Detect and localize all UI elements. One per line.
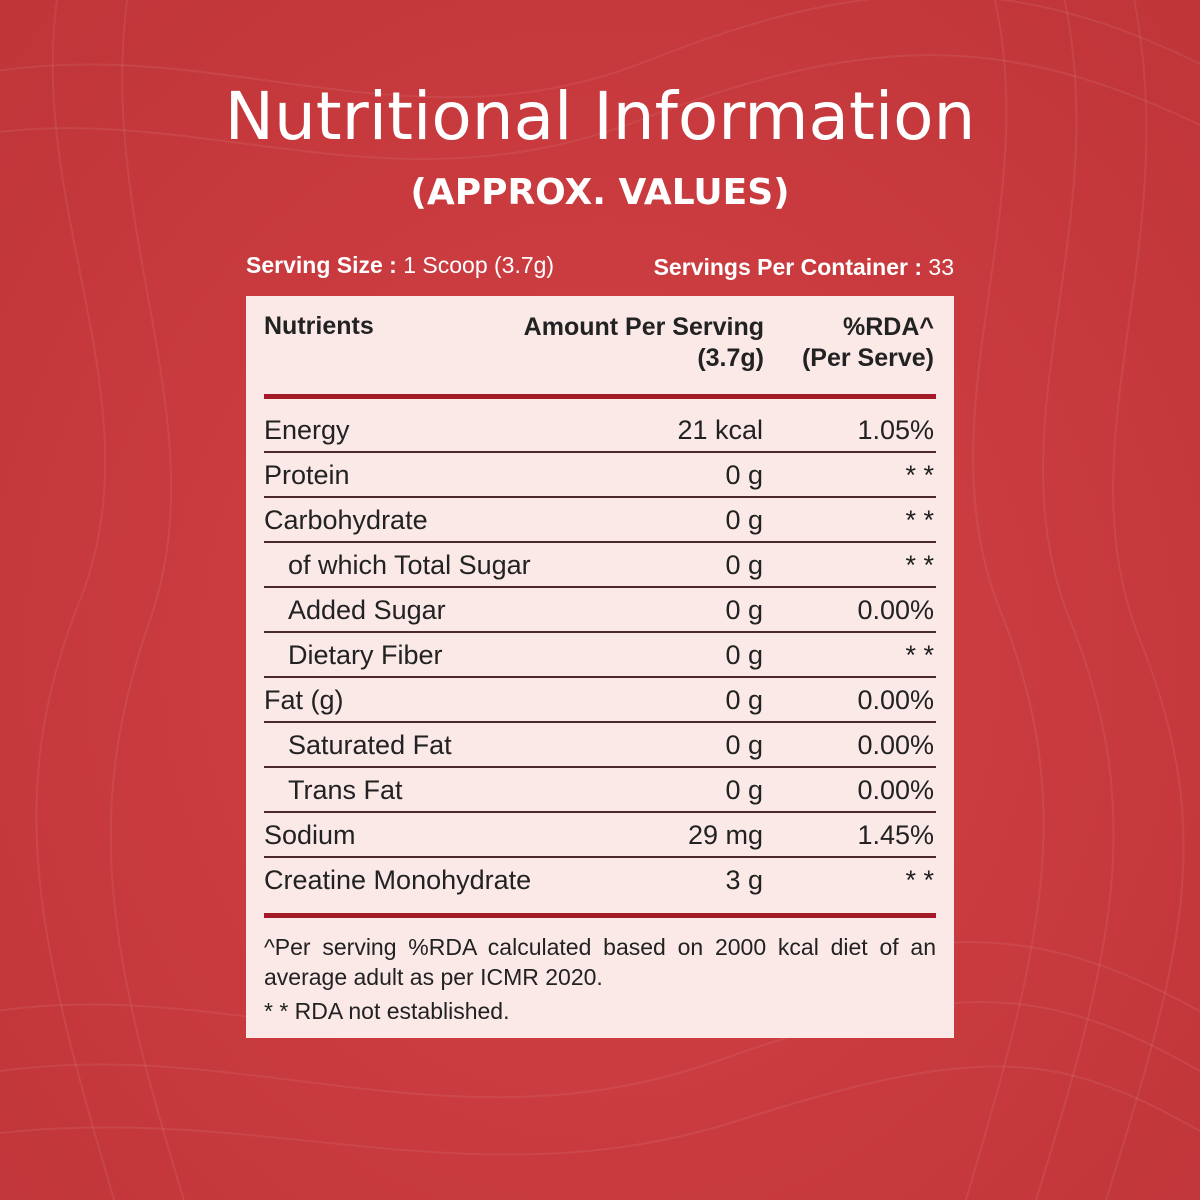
nutrient-rda: * * xyxy=(905,505,934,535)
table-row: Dietary Fiber 0 g * * xyxy=(264,633,936,678)
table-row: Energy 21 kcal 1.05% xyxy=(264,408,936,453)
nutrient-rda: 0.00% xyxy=(857,730,934,760)
nutrient-name: of which Total Sugar xyxy=(288,550,531,580)
nutrition-panel: Nutrients Amount Per Serving (3.7g) %RDA… xyxy=(246,296,954,1038)
nutrient-rda: 0.00% xyxy=(857,775,934,805)
table-row: Protein 0 g * * xyxy=(264,453,936,498)
nutrient-name: Carbohydrate xyxy=(264,505,428,535)
servings-per-container-value: 33 xyxy=(928,254,954,280)
page-subtitle: (APPROX. VALUES) xyxy=(410,172,790,213)
table-row: Sodium 29 mg 1.45% xyxy=(264,813,936,858)
nutrient-amount: 0 g xyxy=(725,730,763,760)
nutrient-name: Added Sugar xyxy=(288,595,446,625)
nutrient-rda: * * xyxy=(905,550,934,580)
nutrient-amount: 3 g xyxy=(725,865,763,895)
nutrient-rda: 1.05% xyxy=(857,415,934,445)
table-row: Creatine Monohydrate 3 g * * xyxy=(264,858,936,901)
nutrient-name: Dietary Fiber xyxy=(288,640,443,670)
table-header: Nutrients Amount Per Serving (3.7g) %RDA… xyxy=(264,312,936,386)
nutrient-rda: * * xyxy=(905,865,934,895)
servings-per-container-label: Servings Per Container : xyxy=(653,254,923,280)
nutrient-rda: * * xyxy=(905,460,934,490)
nutrient-name: Energy xyxy=(264,415,350,445)
nutrient-name: Fat (g) xyxy=(264,685,344,715)
serving-size-label: Serving Size : xyxy=(246,252,397,278)
serving-info: Serving Size : 1 Scoop (3.7g) Servings P… xyxy=(246,250,954,282)
nutrient-rows: Energy 21 kcal 1.05% Protein 0 g * * Carbohydr… xyxy=(264,408,936,901)
nutrient-amount: 21 kcal xyxy=(677,415,763,445)
header-amount-line2: (3.7g) xyxy=(697,344,764,372)
table-row: Carbohydrate 0 g * * xyxy=(264,498,936,543)
nutrient-name: Sodium xyxy=(264,820,356,850)
table-row: Trans Fat 0 g 0.00% xyxy=(264,768,936,813)
header-amount: Amount Per Serving (3.7g) xyxy=(524,312,764,374)
nutrient-amount: 0 g xyxy=(725,595,763,625)
rda-footnote: ^Per serving %RDA calculated based on 20… xyxy=(264,934,936,990)
nutrient-rda: 1.45% xyxy=(857,820,934,850)
nutrient-name: Trans Fat xyxy=(288,775,403,805)
page-title: Nutritional Information xyxy=(224,78,976,155)
nutrient-name: Protein xyxy=(264,460,350,490)
header-rda-line2: (Per Serve) xyxy=(801,344,934,372)
serving-size: Serving Size : 1 Scoop (3.7g) xyxy=(246,252,554,279)
nutrient-amount: 0 g xyxy=(725,685,763,715)
nutrient-amount: 0 g xyxy=(725,640,763,670)
table-row: Saturated Fat 0 g 0.00% xyxy=(264,723,936,768)
header-rda-line1: %RDA^ xyxy=(843,313,934,341)
footer-divider xyxy=(264,913,936,918)
nutrient-rda: 0.00% xyxy=(857,595,934,625)
rda-not-established-note: * * RDA not established. xyxy=(264,998,510,1024)
serving-size-value: 1 Scoop (3.7g) xyxy=(403,252,555,278)
table-row: Added Sugar 0 g 0.00% xyxy=(264,588,936,633)
servings-per-container: Servings Per Container : 33 xyxy=(654,254,954,281)
nutrient-amount: 0 g xyxy=(725,775,763,805)
nutrient-amount: 0 g xyxy=(725,460,763,490)
nutrient-amount: 0 g xyxy=(725,550,763,580)
header-amount-line1: Amount Per Serving xyxy=(523,313,764,341)
table-row: of which Total Sugar 0 g * * xyxy=(264,543,936,588)
nutrient-rda: 0.00% xyxy=(857,685,934,715)
header-rda: %RDA^ (Per Serve) xyxy=(802,312,934,374)
nutrient-rda: * * xyxy=(905,640,934,670)
nutrient-name: Saturated Fat xyxy=(288,730,452,760)
header-divider xyxy=(264,394,936,399)
table-row: Fat (g) 0 g 0.00% xyxy=(264,678,936,723)
nutrient-amount: 0 g xyxy=(725,505,763,535)
nutrient-name: Creatine Monohydrate xyxy=(264,865,532,895)
header-nutrients: Nutrients xyxy=(264,312,374,340)
nutrient-amount: 29 mg xyxy=(687,820,763,850)
